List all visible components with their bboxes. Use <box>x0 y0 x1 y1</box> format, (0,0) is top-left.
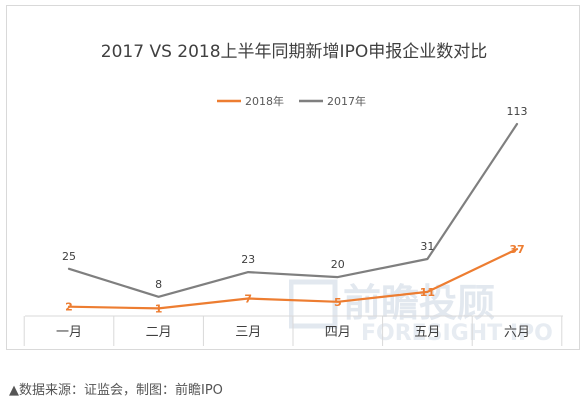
data-label: 11 <box>420 286 435 299</box>
data-label: 7 <box>244 292 252 305</box>
line-chart: 2017 VS 2018上半年同期新增IPO申报企业数对比 2018年 2017年… <box>23 42 563 346</box>
series-line-2017 <box>67 122 519 298</box>
data-label: 8 <box>155 278 162 291</box>
data-label: 2 <box>65 301 73 314</box>
data-label: 25 <box>62 250 76 263</box>
legend: 2018年 2017年 <box>217 94 366 108</box>
series-lines <box>67 122 519 310</box>
x-axis-labels: 一月 二月 三月 四月 五月 六月 <box>56 325 530 340</box>
data-labels: 2 1 7 5 11 37 25 8 23 20 31 113 <box>62 105 528 315</box>
data-label: 37 <box>509 243 524 256</box>
source-note: ▲数据来源：证监会，制图：前瞻IPO <box>9 383 223 398</box>
legend-item: 2018年 <box>217 94 284 108</box>
data-label: 113 <box>507 105 528 118</box>
x-axis-tick-marks <box>23 316 563 346</box>
legend-label: 2017年 <box>327 94 366 108</box>
x-tick-label: 一月 <box>56 325 82 340</box>
x-tick-label: 二月 <box>146 325 172 340</box>
x-tick-label: 六月 <box>504 325 530 340</box>
x-tick-label: 五月 <box>414 325 440 340</box>
data-label: 31 <box>420 240 434 253</box>
legend-label: 2018年 <box>245 94 284 108</box>
data-label: 23 <box>241 253 255 266</box>
series-line-2018 <box>67 248 519 310</box>
chart-title: 2017 VS 2018上半年同期新增IPO申报企业数对比 <box>101 42 487 62</box>
chart-frame: 前瞻投顾 FORESIGHT IPO 2017 VS 2018上半年同期新增IP… <box>6 5 580 350</box>
x-tick-label: 四月 <box>325 325 351 340</box>
data-label: 1 <box>155 302 163 315</box>
data-label: 5 <box>334 296 342 309</box>
data-label: 20 <box>331 258 345 271</box>
x-tick-label: 三月 <box>235 325 261 340</box>
legend-item: 2017年 <box>299 94 366 108</box>
